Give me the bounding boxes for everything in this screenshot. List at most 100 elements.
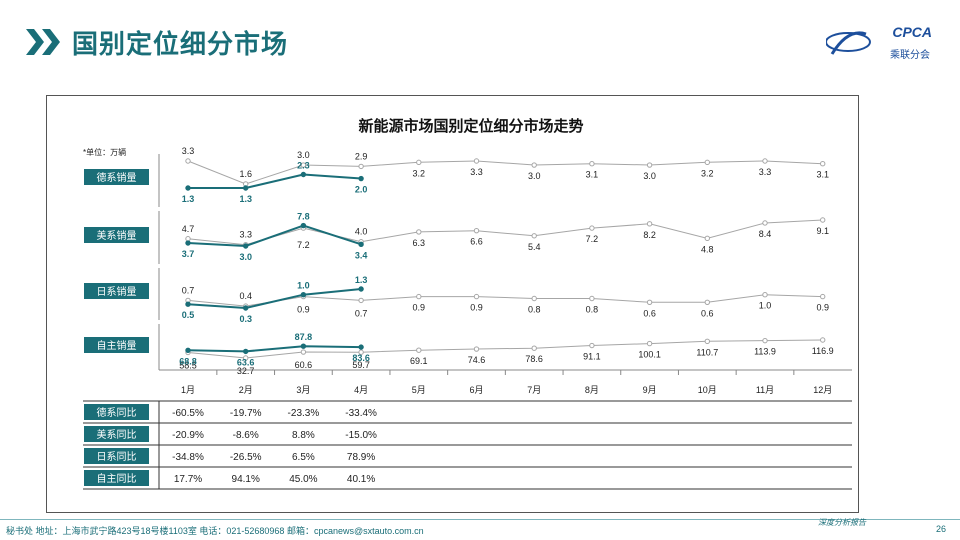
series-line-prior bbox=[187, 219, 823, 246]
data-point-prior bbox=[820, 293, 826, 300]
table-row-label-box bbox=[84, 470, 149, 486]
data-label-prior: 0.9 bbox=[470, 303, 483, 313]
data-point-prior bbox=[589, 161, 595, 167]
table-row-label-box bbox=[84, 404, 149, 420]
data-label-prior: 60.6 bbox=[295, 360, 313, 370]
data-point-prior bbox=[531, 233, 537, 239]
data-label-prior: 3.2 bbox=[701, 168, 714, 178]
table-row-label-box bbox=[84, 426, 149, 442]
data-label-prior: 59.7 bbox=[352, 360, 370, 370]
data-label-prior: 0.7 bbox=[355, 308, 368, 318]
x-tick-label: 1月 bbox=[181, 385, 195, 395]
data-label-current: 3.4 bbox=[355, 250, 368, 260]
data-label-prior: 3.3 bbox=[182, 146, 195, 156]
x-tick-label: 7月 bbox=[527, 385, 541, 395]
panel-label-box bbox=[84, 227, 149, 243]
data-label-prior: 74.6 bbox=[468, 355, 486, 365]
data-point-current bbox=[243, 305, 249, 311]
data-label-prior: 8.4 bbox=[759, 229, 772, 239]
data-label-current: 0.3 bbox=[239, 314, 252, 324]
series-line-prior bbox=[187, 160, 823, 185]
panel-label-box bbox=[84, 337, 149, 353]
data-label-prior: 3.2 bbox=[413, 168, 426, 178]
data-label-prior: 6.3 bbox=[413, 238, 426, 248]
data-point-prior bbox=[646, 299, 653, 306]
data-label-prior: 1.0 bbox=[759, 301, 772, 311]
data-point-prior bbox=[704, 299, 710, 306]
series-line-current bbox=[188, 173, 362, 189]
data-point-prior bbox=[704, 235, 710, 242]
table-cell: -15.0% bbox=[345, 430, 377, 441]
series-line-current bbox=[187, 345, 362, 353]
panel-label: 日系销量 bbox=[97, 285, 137, 298]
data-point-current bbox=[185, 301, 191, 307]
chevron-right-icon bbox=[26, 27, 62, 57]
x-tick-label: 3月 bbox=[296, 385, 310, 395]
series-line-prior bbox=[187, 339, 823, 359]
logo-subtitle: 乘联分会 bbox=[890, 50, 930, 61]
table-cell: 45.0% bbox=[289, 474, 317, 485]
table-cell: 78.9% bbox=[347, 452, 375, 463]
page-title: 国别定位细分市场 bbox=[72, 28, 289, 59]
data-label-prior: 3.3 bbox=[470, 167, 483, 177]
data-label-current: 3.0 bbox=[239, 252, 252, 262]
data-point-prior bbox=[358, 163, 364, 170]
data-point-current bbox=[300, 343, 307, 349]
table-row-label: 自主同比 bbox=[97, 472, 137, 485]
data-label-current: 83.6 bbox=[352, 353, 370, 363]
data-label-prior: 110.7 bbox=[696, 347, 718, 357]
data-point-current bbox=[358, 175, 364, 182]
data-label-prior: 0.6 bbox=[701, 308, 714, 318]
x-tick-label: 5月 bbox=[412, 385, 426, 395]
table-cell: 6.5% bbox=[292, 452, 315, 463]
table-cell: 94.1% bbox=[232, 474, 260, 485]
data-point-current bbox=[358, 241, 364, 247]
data-label-prior: 7.2 bbox=[297, 240, 310, 250]
data-label-prior: 0.6 bbox=[643, 308, 656, 318]
data-point-prior bbox=[531, 162, 537, 168]
data-label-prior: 3.1 bbox=[586, 170, 599, 180]
data-label-prior: 3.1 bbox=[816, 170, 829, 180]
table-row-label: 日系同比 bbox=[97, 451, 137, 463]
data-point-prior bbox=[762, 220, 768, 226]
data-point-prior bbox=[762, 158, 768, 164]
data-label-current: 7.8 bbox=[297, 212, 310, 222]
data-point-prior bbox=[820, 217, 826, 223]
data-label-prior: 7.2 bbox=[586, 234, 599, 244]
data-point-prior bbox=[473, 227, 480, 234]
table-cell: 8.8% bbox=[292, 430, 315, 441]
table-cell: -60.5% bbox=[172, 408, 204, 419]
data-point-prior bbox=[185, 158, 191, 164]
logo-text: CPCA bbox=[892, 24, 932, 40]
data-label-prior: 0.9 bbox=[297, 305, 310, 315]
data-point-prior bbox=[820, 161, 826, 167]
data-point-prior bbox=[589, 342, 595, 349]
data-point-current bbox=[358, 286, 364, 292]
x-tick-label: 2月 bbox=[239, 385, 253, 395]
data-label-prior: 78.6 bbox=[525, 354, 543, 364]
data-point-prior bbox=[473, 158, 480, 164]
data-point-prior bbox=[531, 345, 537, 351]
table-cell: 40.1% bbox=[347, 474, 375, 485]
data-label-prior: 113.9 bbox=[754, 347, 776, 357]
table-cell: -8.6% bbox=[233, 430, 259, 441]
panel-label: 自主销量 bbox=[97, 339, 137, 352]
data-point-current bbox=[300, 222, 307, 229]
page-number: 26 bbox=[935, 524, 946, 534]
data-label-prior: 0.4 bbox=[239, 291, 252, 301]
data-point-prior bbox=[704, 338, 710, 345]
data-label-prior: 9.1 bbox=[816, 226, 829, 236]
data-label-current: 68.8 bbox=[179, 356, 197, 366]
data-point-prior bbox=[762, 292, 768, 298]
data-label-prior: 32.7 bbox=[237, 366, 255, 376]
data-label-current: 2.3 bbox=[297, 161, 310, 171]
series-line-current bbox=[187, 224, 362, 248]
series-line-current bbox=[187, 288, 362, 310]
data-label-current: 63.6 bbox=[237, 357, 255, 367]
data-label-prior: 100.1 bbox=[638, 350, 661, 360]
data-point-current bbox=[243, 348, 249, 355]
header: 国别定位细分市场 bbox=[26, 24, 288, 60]
data-label-prior: 4.7 bbox=[182, 224, 195, 234]
data-label-prior: 58.5 bbox=[179, 360, 197, 370]
